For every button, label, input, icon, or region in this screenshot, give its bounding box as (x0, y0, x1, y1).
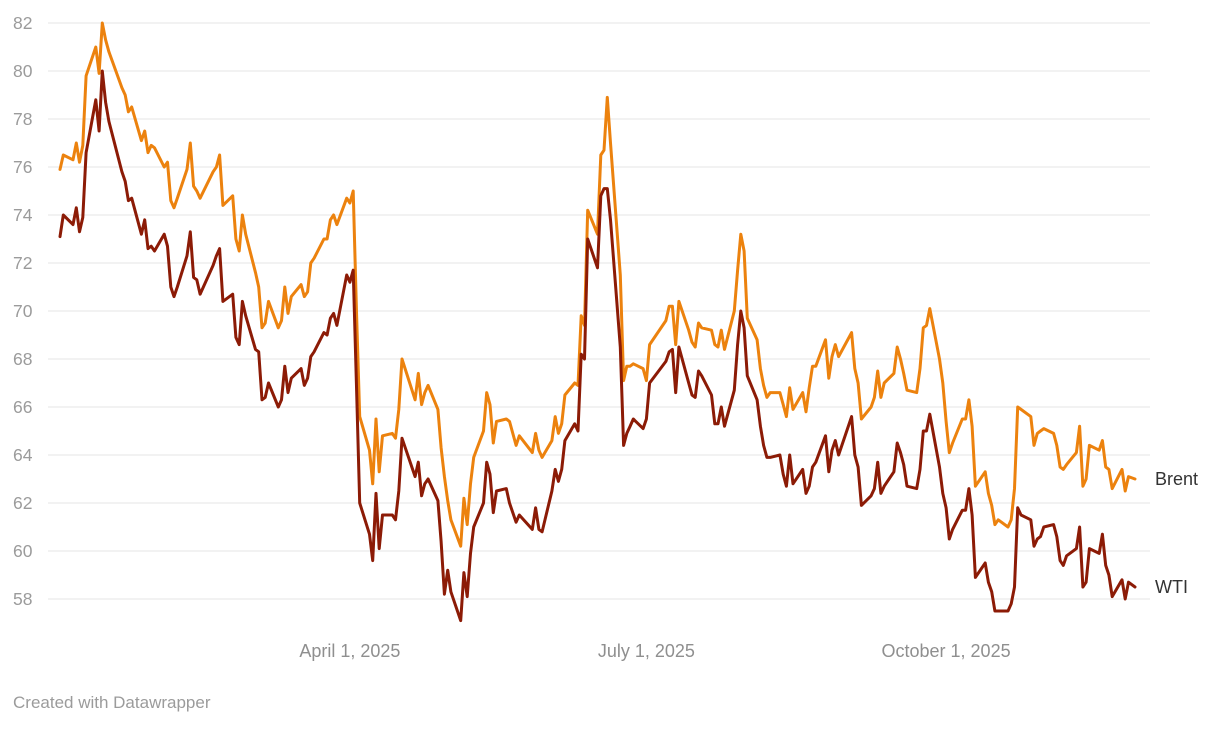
y-tick-label-60: 60 (13, 541, 33, 561)
y-tick-label-72: 72 (13, 253, 33, 273)
x-tick-label-2025-04-01: April 1, 2025 (299, 641, 401, 661)
y-tick-label-80: 80 (13, 61, 33, 81)
y-tick-label-68: 68 (13, 349, 33, 369)
x-tick-label-2025-07-01: July 1, 2025 (597, 641, 695, 661)
y-tick-label-78: 78 (13, 109, 33, 129)
y-tick-label-66: 66 (13, 397, 33, 417)
y-tick-label-76: 76 (13, 157, 33, 177)
y-tick-label-82: 82 (13, 13, 33, 33)
y-tick-label-62: 62 (13, 493, 33, 513)
attribution-text: Created with Datawrapper (13, 693, 211, 712)
line-wti (58, 69, 1137, 623)
y-tick-label-70: 70 (13, 301, 33, 321)
series-label-brent: Brent (1155, 469, 1199, 489)
x-tick-label-2025-10-01: October 1, 2025 (881, 641, 1011, 661)
line-brent (58, 21, 1137, 548)
series-label-wti: WTI (1155, 577, 1188, 597)
y-tick-label-64: 64 (13, 445, 33, 465)
y-tick-label-74: 74 (13, 205, 33, 225)
y-tick-label-58: 58 (13, 589, 33, 609)
